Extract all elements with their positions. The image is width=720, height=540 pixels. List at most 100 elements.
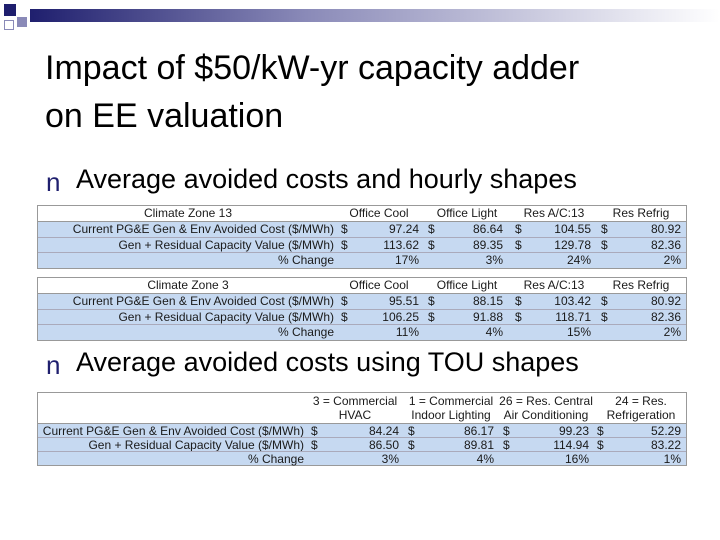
header-cell: Climate Zone 3 bbox=[147, 278, 229, 292]
row-label: Gen + Residual Capacity Value ($/MWh) bbox=[88, 438, 304, 452]
value: 103.42 bbox=[554, 294, 591, 308]
value: 80.92 bbox=[650, 222, 681, 236]
currency-symbol: $ bbox=[503, 424, 510, 438]
currency-symbol: $ bbox=[515, 222, 522, 236]
table: 3 = Commercial HVAC 1 = Commercial Indoor L… bbox=[37, 392, 687, 466]
currency-symbol: $ bbox=[601, 222, 608, 236]
value: 88.15 bbox=[472, 294, 503, 308]
value: 97.24 bbox=[388, 222, 419, 236]
title: on EE valuation bbox=[45, 97, 284, 135]
percent-change: 17% bbox=[394, 253, 419, 267]
value: 86.64 bbox=[472, 222, 503, 236]
currency-symbol: $ bbox=[311, 438, 318, 452]
bullet-marker: n bbox=[46, 167, 61, 197]
currency-symbol: $ bbox=[601, 294, 608, 308]
header-cell: Office Light bbox=[436, 206, 498, 220]
row-separator bbox=[38, 451, 686, 452]
currency-symbol: $ bbox=[428, 309, 435, 324]
row-separator bbox=[38, 252, 686, 253]
value: 89.35 bbox=[472, 237, 503, 252]
row-label: % Change bbox=[277, 325, 334, 339]
percent-change: 4% bbox=[476, 452, 494, 466]
header-cell: Office Light bbox=[436, 278, 498, 292]
percent-change: 16% bbox=[564, 452, 589, 466]
percent-change: 3% bbox=[381, 452, 399, 466]
currency-symbol: $ bbox=[515, 309, 522, 324]
value: 91.88 bbox=[472, 309, 503, 324]
percent-change: 2% bbox=[663, 325, 681, 339]
header-cell: HVAC bbox=[338, 408, 372, 422]
value: 113.62 bbox=[383, 237, 419, 252]
header-cell: 24 = Res. bbox=[615, 394, 667, 408]
deco-square bbox=[4, 4, 16, 16]
currency-symbol: $ bbox=[408, 438, 415, 452]
row-separator bbox=[38, 236, 686, 238]
currency-symbol: $ bbox=[601, 237, 608, 252]
row-separator bbox=[38, 437, 686, 438]
bullet-text: Average avoided costs and hourly shapes bbox=[76, 164, 577, 194]
value: 86.17 bbox=[463, 424, 494, 438]
value: 114.94 bbox=[553, 438, 589, 452]
value: 82.36 bbox=[650, 309, 681, 324]
value: 84.24 bbox=[368, 424, 399, 438]
header-cell: 1 = Commercial bbox=[408, 394, 494, 408]
value: 95.51 bbox=[388, 294, 419, 308]
bullet-text: Average avoided costs using TOU shapes bbox=[76, 347, 579, 377]
currency-symbol: $ bbox=[428, 222, 435, 236]
percent-change: 2% bbox=[663, 253, 681, 267]
currency-symbol: $ bbox=[341, 309, 348, 324]
header-cell: Res A/C:13 bbox=[523, 206, 585, 220]
percent-change: 24% bbox=[566, 253, 591, 267]
table-header: 3 = Commercial HVAC 1 = Commercial Indoor L… bbox=[38, 393, 686, 424]
header-cell: Res Refrig bbox=[612, 278, 670, 292]
currency-symbol: $ bbox=[601, 309, 608, 324]
row-label: % Change bbox=[247, 452, 304, 466]
value: 82.36 bbox=[650, 237, 681, 252]
currency-symbol: $ bbox=[341, 294, 348, 308]
currency-symbol: $ bbox=[515, 237, 522, 252]
value: 104.55 bbox=[554, 222, 591, 236]
currency-symbol: $ bbox=[597, 424, 604, 438]
header-cell: Refrigeration bbox=[606, 408, 676, 422]
header-cell: Climate Zone 13 bbox=[143, 206, 233, 220]
row-label: Current PG&E Gen & Env Avoided Cost ($/M… bbox=[72, 294, 334, 308]
header-cell: Air Conditioning bbox=[503, 408, 589, 422]
top-bar bbox=[30, 9, 720, 22]
header-cell: 26 = Res. Central bbox=[499, 394, 593, 408]
table: Climate Zone 13 Office Cool Office Light Re… bbox=[37, 205, 687, 269]
currency-symbol: $ bbox=[408, 424, 415, 438]
row-separator bbox=[38, 324, 686, 325]
currency-symbol: $ bbox=[597, 438, 604, 452]
deco-square bbox=[17, 17, 27, 27]
currency-symbol: $ bbox=[428, 237, 435, 252]
table: Climate Zone 3 Office Cool Office Light Res… bbox=[37, 277, 687, 341]
currency-symbol: $ bbox=[503, 438, 510, 452]
row-separator bbox=[38, 308, 686, 310]
percent-change: 11% bbox=[395, 325, 419, 339]
currency-symbol: $ bbox=[428, 294, 435, 308]
header-cell: Res Refrig bbox=[612, 206, 670, 220]
percent-change: 15% bbox=[566, 325, 591, 339]
value: 129.78 bbox=[554, 237, 591, 252]
header-cell: Res A/C:13 bbox=[523, 278, 585, 292]
deco-square bbox=[4, 20, 14, 30]
value: 118.71 bbox=[555, 309, 591, 324]
bullet-marker: n bbox=[46, 350, 61, 380]
row-label: Gen + Residual Capacity Value ($/MWh) bbox=[118, 309, 334, 324]
row-label: % Change bbox=[277, 253, 334, 267]
row-label: Current PG&E Gen & Env Avoided Cost ($/M… bbox=[72, 222, 334, 236]
header-cell: Office Cool bbox=[349, 278, 409, 292]
currency-symbol: $ bbox=[341, 237, 348, 252]
currency-symbol: $ bbox=[515, 294, 522, 308]
value: 86.50 bbox=[368, 438, 399, 452]
title: Impact of $50/kW-yr capacity adder bbox=[45, 49, 580, 87]
percent-change: 3% bbox=[485, 253, 503, 267]
value: 99.23 bbox=[558, 424, 589, 438]
currency-symbol: $ bbox=[311, 424, 318, 438]
header-cell: Indoor Lighting bbox=[411, 408, 491, 422]
header-cell: Office Cool bbox=[349, 206, 409, 220]
percent-change: 4% bbox=[485, 325, 503, 339]
value: 89.81 bbox=[463, 438, 494, 452]
value: 106.25 bbox=[382, 309, 419, 324]
